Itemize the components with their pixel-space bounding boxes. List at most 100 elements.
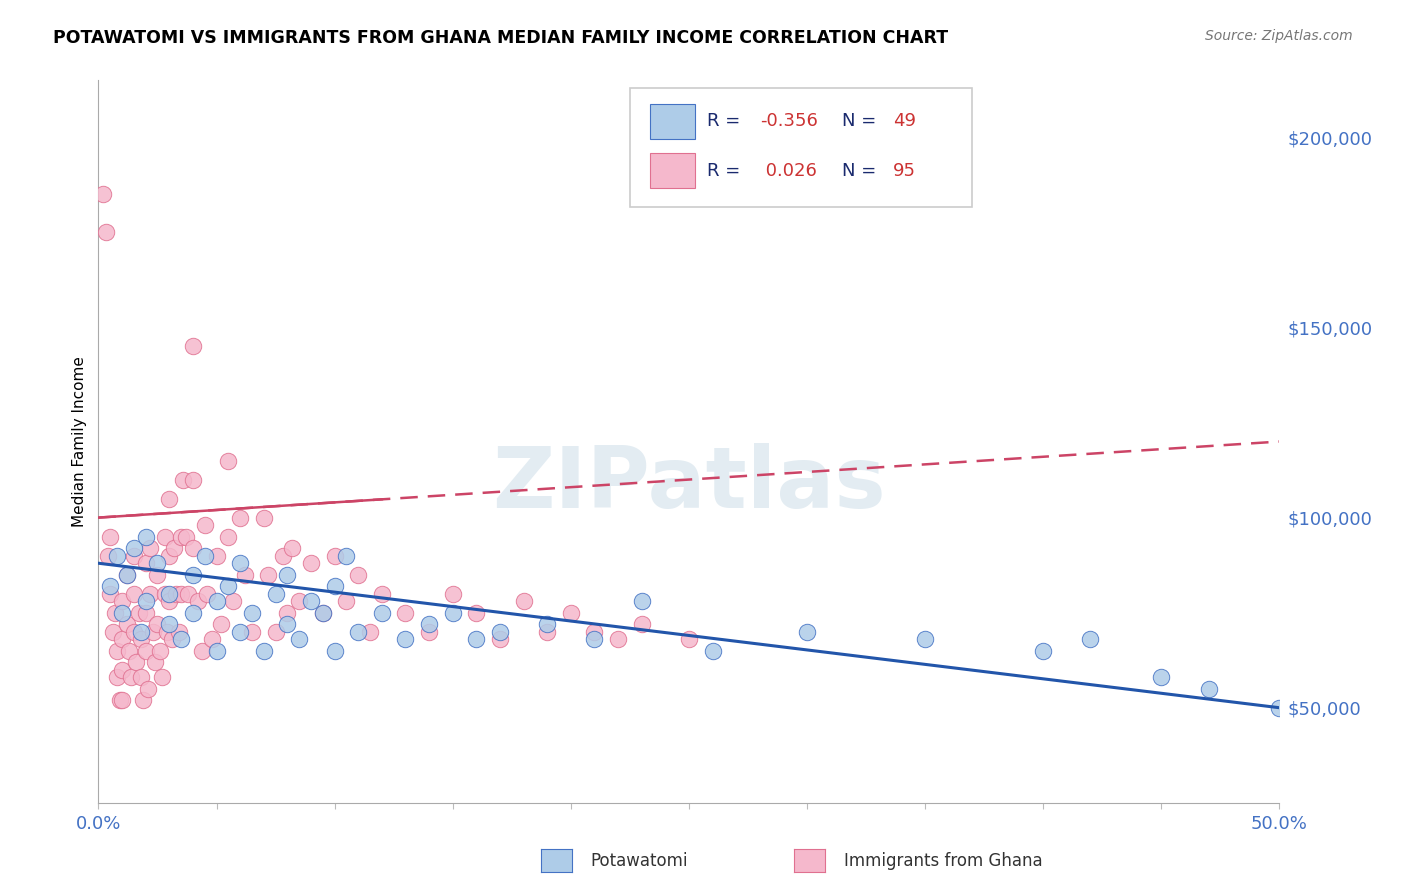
Text: Source: ZipAtlas.com: Source: ZipAtlas.com [1205,29,1353,43]
Text: N =: N = [842,161,883,179]
Point [264,587,287,601]
Point [796,624,818,639]
Point [288,594,311,608]
Point [276,567,298,582]
Point [194,549,217,563]
Point [264,624,287,639]
Point [125,655,148,669]
Point [418,624,440,639]
Point [240,606,263,620]
Text: POTAWATOMI VS IMMIGRANTS FROM GHANA MEDIAN FAMILY INCOME CORRELATION CHART: POTAWATOMI VS IMMIGRANTS FROM GHANA MEDI… [53,29,949,46]
Point [205,643,228,657]
Point [181,339,204,353]
Point [201,632,224,647]
Point [129,632,152,647]
Point [217,530,239,544]
Point [121,670,143,684]
Point [101,624,124,639]
Point [1080,632,1102,647]
Point [146,567,169,582]
Point [191,643,214,657]
Point [181,567,204,582]
Point [142,624,165,639]
Point [129,624,152,639]
Point [253,643,276,657]
Point [111,632,134,647]
Point [139,541,162,555]
Text: R =: R = [707,112,745,130]
Point [157,549,180,563]
Point [122,587,145,601]
Point [139,587,162,601]
Point [174,530,197,544]
Point [177,587,200,601]
Point [371,606,394,620]
Point [678,632,700,647]
Text: N =: N = [842,112,883,130]
Point [111,663,134,677]
Point [187,594,209,608]
Point [135,606,157,620]
Point [347,624,370,639]
Point [1032,643,1054,657]
Point [153,530,176,544]
Point [135,530,157,544]
Point [441,606,464,620]
Point [115,617,138,632]
Point [630,594,652,608]
Point [156,624,179,639]
Point [98,587,121,601]
Point [323,643,346,657]
Point [229,510,252,524]
Text: Potawatomi: Potawatomi [591,852,688,870]
Point [394,606,416,620]
Point [157,491,180,506]
Point [108,693,131,707]
Text: -0.356: -0.356 [759,112,818,130]
Point [97,549,120,563]
Point [135,556,157,570]
Point [122,624,145,639]
Point [181,473,204,487]
Point [165,587,187,601]
Point [157,587,180,601]
Point [512,594,534,608]
Text: ZIPatlas: ZIPatlas [492,443,886,526]
Point [153,587,176,601]
Point [122,541,145,555]
Point [271,549,294,563]
Point [111,594,134,608]
Point [312,606,335,620]
Text: 95: 95 [893,161,917,179]
Point [465,606,488,620]
Point [105,549,128,563]
Point [583,624,606,639]
Point [335,594,357,608]
Point [91,187,114,202]
Point [276,606,298,620]
Point [150,670,173,684]
Point [104,606,127,620]
Point [560,606,582,620]
Point [167,624,190,639]
Point [299,594,322,608]
Point [205,549,228,563]
Point [1198,681,1220,696]
Point [914,632,936,647]
Point [163,541,186,555]
Point [347,567,370,582]
Text: 49: 49 [893,112,917,130]
Point [489,624,512,639]
Point [217,453,239,467]
Point [536,624,558,639]
Point [105,643,128,657]
Point [222,594,245,608]
Point [702,643,724,657]
Point [465,632,488,647]
Text: 0.026: 0.026 [759,161,817,179]
Point [160,632,183,647]
Point [94,226,117,240]
Point [136,681,159,696]
Point [312,606,335,620]
Point [146,617,169,632]
